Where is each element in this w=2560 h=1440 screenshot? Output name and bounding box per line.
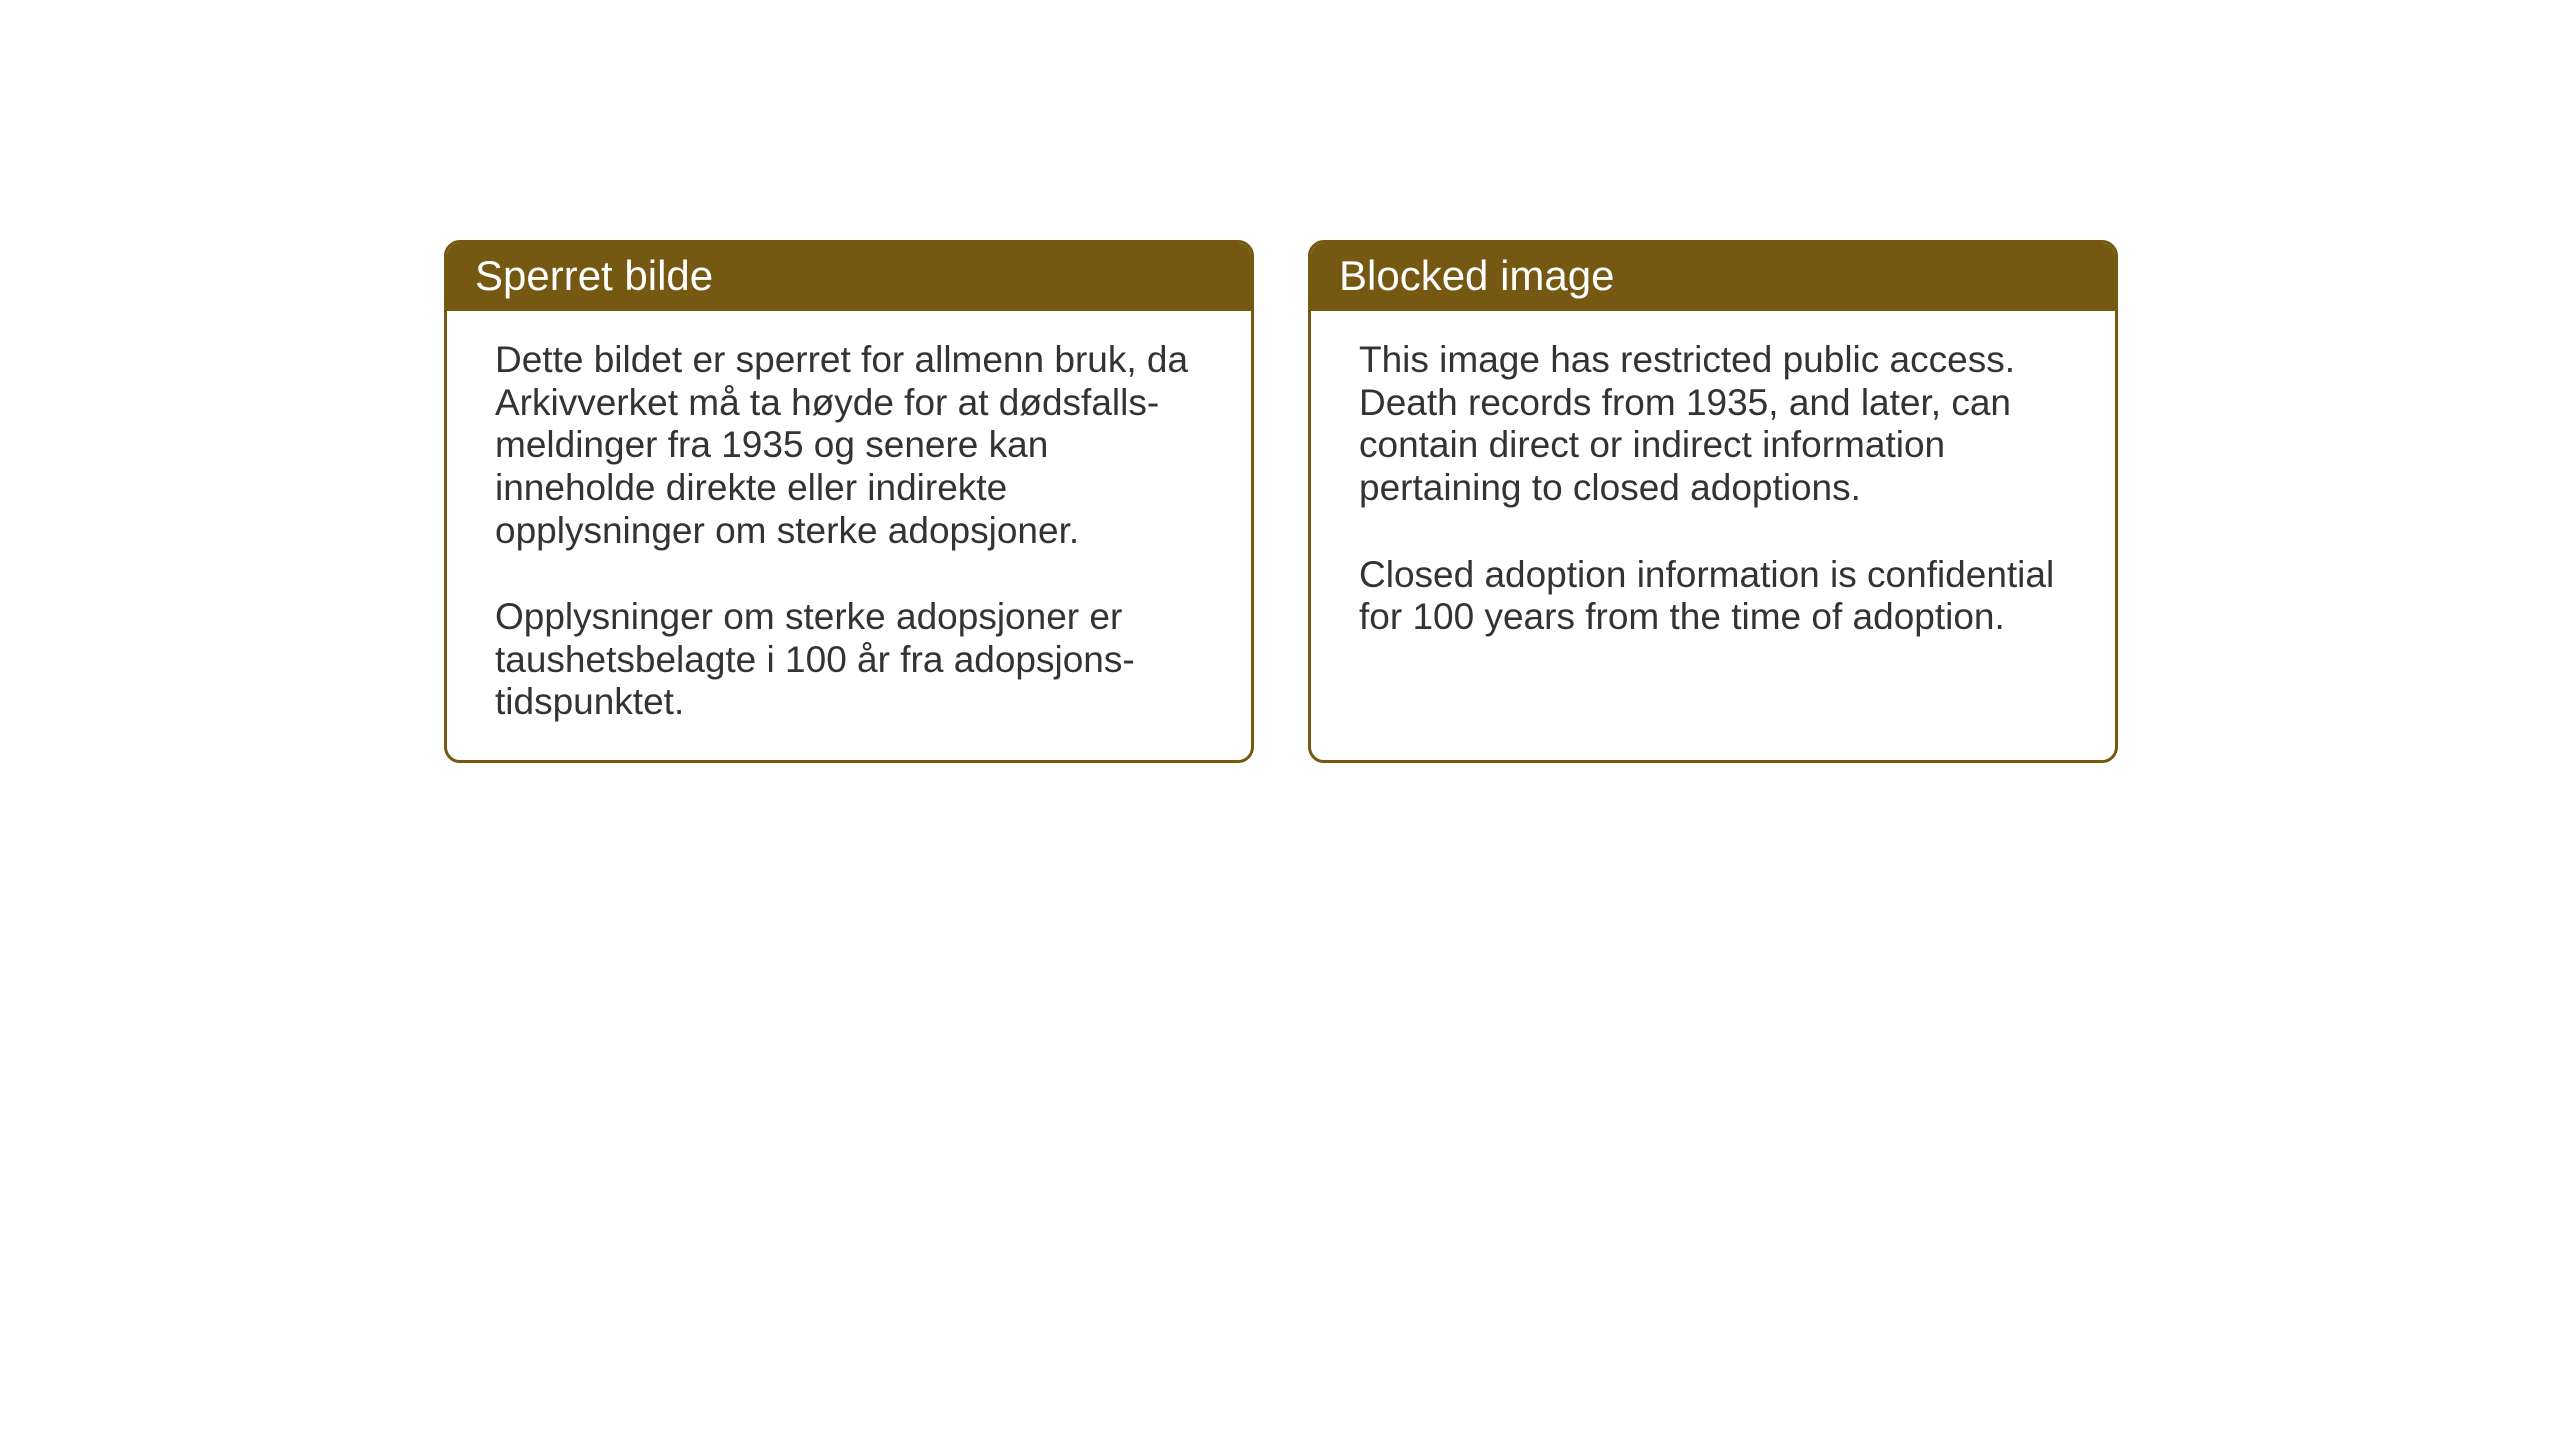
- paragraph-english-1: This image has restricted public access.…: [1359, 339, 2067, 509]
- card-header-norwegian: Sperret bilde: [447, 243, 1251, 311]
- card-title-english: Blocked image: [1339, 252, 1614, 299]
- paragraph-english-2: Closed adoption information is confident…: [1359, 554, 2067, 639]
- notice-container: Sperret bilde Dette bildet er sperret fo…: [444, 240, 2118, 763]
- card-title-norwegian: Sperret bilde: [475, 252, 713, 299]
- card-body-norwegian: Dette bildet er sperret for allmenn bruk…: [447, 311, 1251, 759]
- paragraph-norwegian-1: Dette bildet er sperret for allmenn bruk…: [495, 339, 1203, 552]
- notice-card-english: Blocked image This image has restricted …: [1308, 240, 2118, 763]
- paragraph-norwegian-2: Opplysninger om sterke adopsjoner er tau…: [495, 596, 1203, 724]
- card-header-english: Blocked image: [1311, 243, 2115, 311]
- card-body-english: This image has restricted public access.…: [1311, 311, 2115, 755]
- notice-card-norwegian: Sperret bilde Dette bildet er sperret fo…: [444, 240, 1254, 763]
